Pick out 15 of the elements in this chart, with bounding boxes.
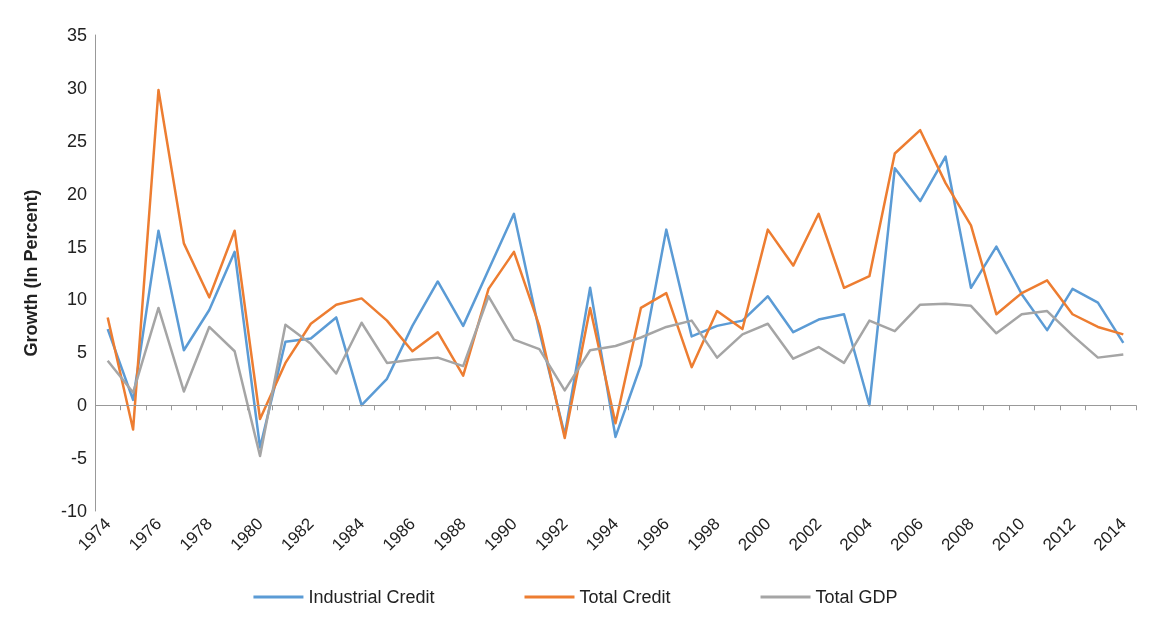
y-tick-label: 10 (66, 289, 87, 310)
legend-label: Total GDP (815, 587, 898, 607)
y-tick-label: 30 (66, 77, 87, 98)
y-tick-label: 25 (66, 130, 87, 151)
y-axis-title: Growth (In Percent) (21, 189, 41, 357)
legend-label: Industrial Credit (308, 587, 435, 607)
y-tick-label: 0 (76, 395, 87, 416)
y-tick-label: 15 (66, 236, 87, 257)
y-tick-label: 35 (66, 25, 87, 45)
y-tick-label: 20 (66, 183, 87, 204)
line-series (106, 88, 1125, 440)
y-tick-label: -10 (60, 501, 87, 521)
legend-label: Total Credit (579, 587, 671, 607)
y-tick-label: 5 (76, 342, 87, 363)
y-tick-label: -5 (70, 448, 87, 469)
